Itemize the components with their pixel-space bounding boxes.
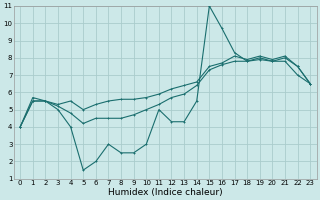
X-axis label: Humidex (Indice chaleur): Humidex (Indice chaleur): [108, 188, 222, 197]
